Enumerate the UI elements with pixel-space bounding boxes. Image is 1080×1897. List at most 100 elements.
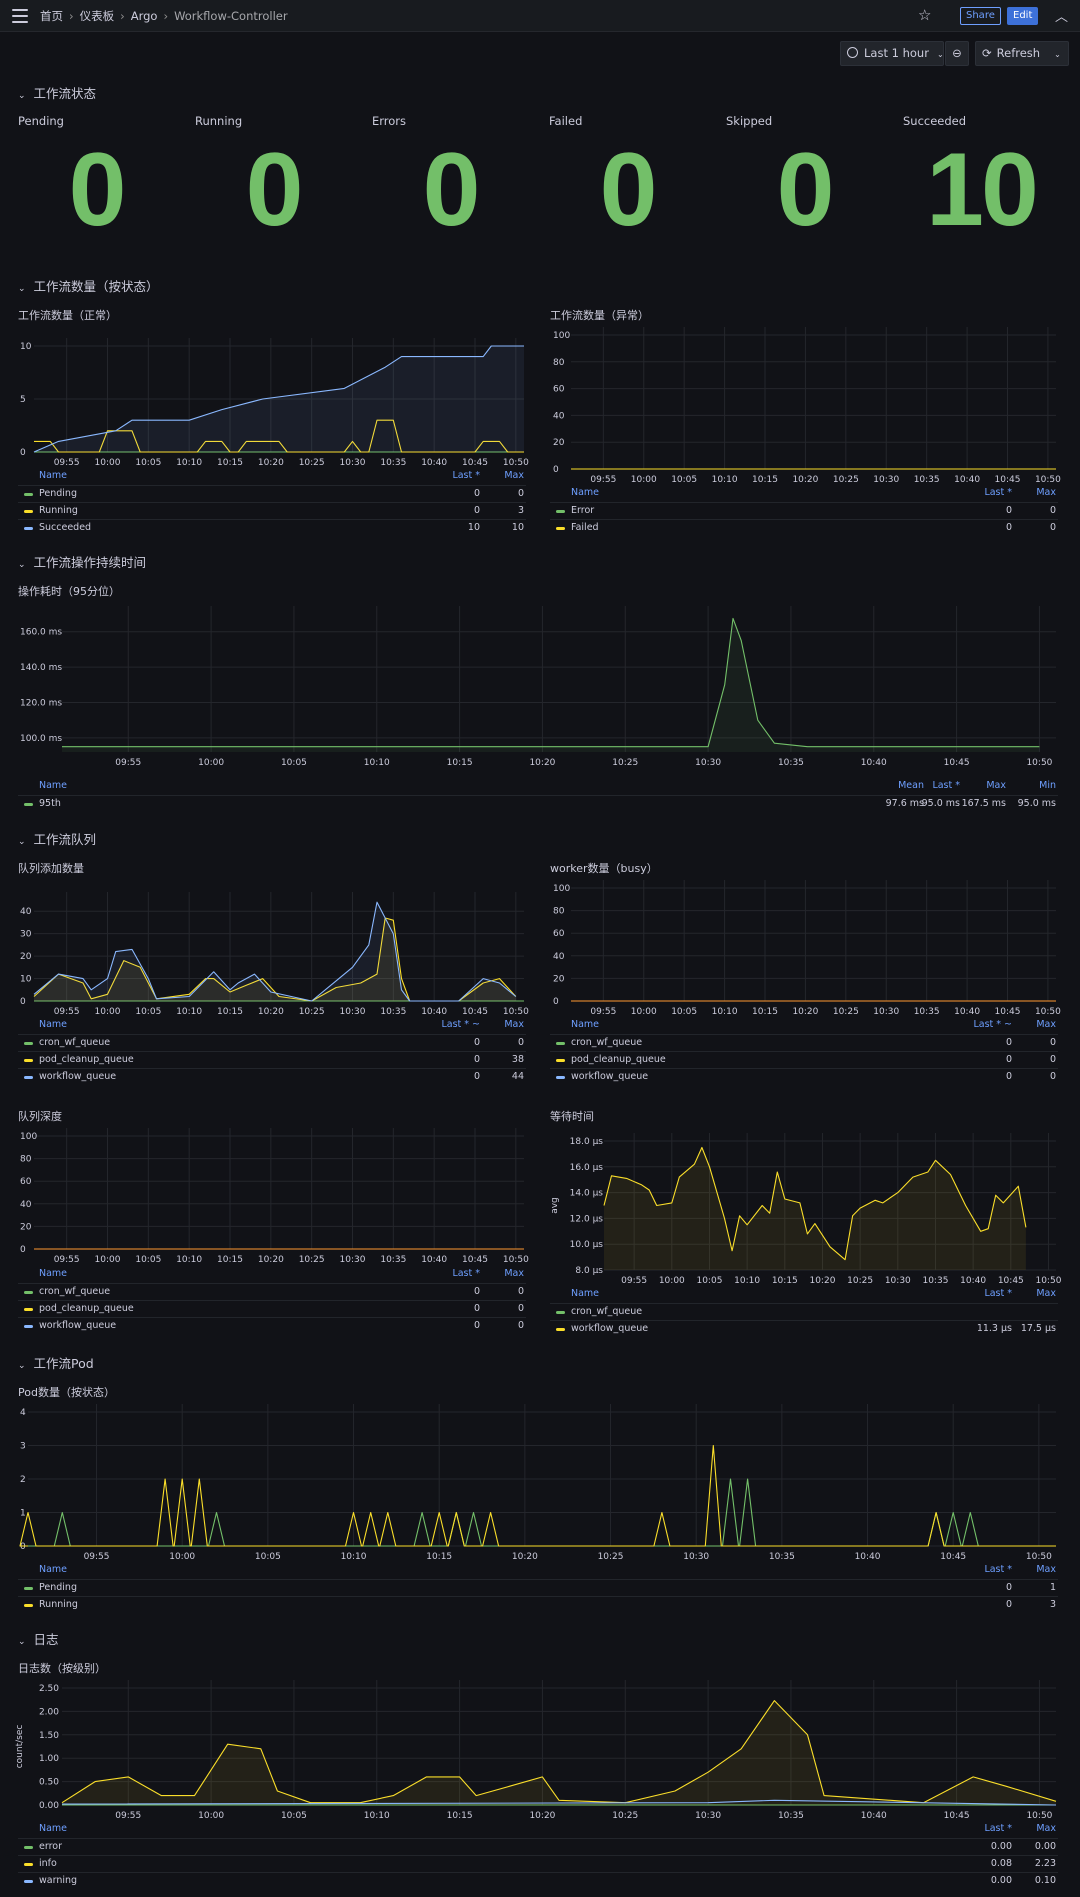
y-tick-label: 1.50 (39, 1731, 59, 1741)
row-logs[interactable]: ⌄ 日志 (18, 1629, 59, 1648)
legend-item[interactable]: error 0.00 0.00 (18, 1838, 1058, 1855)
legend-header[interactable]: Max (1036, 1564, 1056, 1575)
legend-item[interactable]: cron_wf_queue 0 0 (550, 1034, 1058, 1051)
legend-header[interactable]: Max (504, 470, 524, 481)
row-workflow-pod[interactable]: ⌄ 工作流Pod (18, 1353, 94, 1372)
legend-header[interactable]: Last * (984, 1288, 1012, 1299)
legend-name: Succeeded (39, 522, 92, 533)
legend-item[interactable]: Error 0 0 (550, 502, 1058, 519)
legend-max: 0.00 (1034, 1841, 1056, 1852)
legend-header[interactable]: Last * (984, 487, 1012, 498)
top-bar: 首页 › 仪表板 › Argo › Workflow-Controller ☆ Share … (0, 0, 1080, 32)
legend-item[interactable]: cron_wf_queue (550, 1303, 1058, 1320)
legend-item[interactable]: Running 0 3 (18, 502, 526, 519)
legend-header[interactable]: Name (571, 1288, 600, 1299)
legend-item[interactable]: info 0.08 2.23 (18, 1855, 1058, 1872)
breadcrumb-dashboards[interactable]: 仪表板 (79, 9, 115, 23)
series-line-Succeeded (33, 345, 524, 453)
legend-name: cron_wf_queue (571, 1037, 643, 1048)
legend-item[interactable]: pod_cleanup_queue 0 0 (550, 1051, 1058, 1068)
x-tick-label: 10:20 (529, 758, 555, 768)
legend-last: 95.0 ms (921, 798, 960, 809)
star-icon[interactable]: ☆ (918, 6, 932, 24)
legend-item[interactable]: warning 0.00 0.10 (18, 1872, 1058, 1889)
chart-pods: 0 1 2 3 4 09:55 10:00 10:05 10:10 10:15 10:20 10:25… (19, 1404, 1056, 1562)
chevron-down-icon: ⌄ (18, 837, 26, 847)
row-workflow-status[interactable]: ⌄ 工作流状态 (18, 83, 96, 102)
legend-header[interactable]: Last * (452, 470, 480, 481)
legend-max: 10 (511, 522, 524, 533)
legend-header[interactable]: Last * (984, 1564, 1012, 1575)
legend-item[interactable]: workflow_queue 0 44 (18, 1068, 526, 1085)
legend-header[interactable]: Last * ~ (441, 1019, 480, 1030)
legend-header[interactable]: Max (1036, 487, 1056, 498)
legend-header[interactable]: Name (39, 1268, 68, 1279)
row-workflow-queue[interactable]: ⌄ 工作流队列 (18, 829, 96, 848)
legend-item[interactable]: pod_cleanup_queue 0 38 (18, 1051, 526, 1068)
legend-item[interactable]: cron_wf_queue 0 0 (18, 1283, 526, 1300)
legend-item[interactable]: Pending 0 0 (18, 485, 526, 502)
legend-header[interactable]: Max (1036, 1288, 1056, 1299)
legend-header[interactable]: Max (986, 780, 1006, 791)
legend-header[interactable]: Max (504, 1268, 524, 1279)
y-tick-label: 4 (20, 1408, 26, 1418)
legend-name: Running (39, 505, 78, 516)
legend-header[interactable]: Min (1039, 780, 1056, 791)
y-tick-label: 0 (20, 448, 26, 458)
x-tick-label: 09:55 (115, 1811, 141, 1821)
legend-swatch (556, 1076, 565, 1079)
legend-swatch (24, 1308, 33, 1311)
legend-item[interactable]: Succeeded 10 10 (18, 519, 526, 536)
row-workflow-duration[interactable]: ⌄ 工作流操作持续时间 (18, 552, 146, 571)
legend-item[interactable]: workflow_queue 0 0 (18, 1317, 526, 1334)
time-range-picker[interactable]: Last 1 hour ⌄ (840, 41, 944, 66)
edit-button[interactable]: Edit (1007, 7, 1039, 25)
legend-last: 0.08 (990, 1858, 1012, 1869)
x-tick-label: 10:20 (258, 1255, 284, 1265)
y-tick-label: 12.0 µs (570, 1214, 604, 1224)
legend-header[interactable]: Last * (984, 1823, 1012, 1834)
x-tick-label: 10:15 (772, 1276, 798, 1286)
legend-item[interactable]: 95th 97.6 ms 95.0 ms 167.5 ms 95.0 ms (18, 795, 1058, 812)
legend-header[interactable]: Last * ~ (973, 1019, 1012, 1030)
legend-header[interactable]: Name (39, 1564, 68, 1575)
legend-header[interactable]: Name (571, 1019, 600, 1030)
legend-name: Pending (39, 488, 77, 499)
chevron-up-icon[interactable]: ︿ (1055, 10, 1069, 25)
legend-item[interactable]: workflow_queue 11.3 µs 17.5 µs (550, 1320, 1058, 1337)
legend-header[interactable]: Last * (932, 780, 960, 791)
x-tick-label: 10:05 (696, 1276, 722, 1286)
legend-header[interactable]: Name (39, 470, 68, 481)
legend-item[interactable]: cron_wf_queue 0 0 (18, 1034, 526, 1051)
x-tick-label: 10:05 (281, 1811, 307, 1821)
legend-header[interactable]: Max (1036, 1823, 1056, 1834)
legend-header[interactable]: Name (39, 1019, 68, 1030)
zoom-out-button[interactable]: ⊖ (945, 41, 969, 66)
legend-swatch (24, 1863, 33, 1866)
breadcrumb-folder[interactable]: Argo (130, 9, 158, 23)
breadcrumb-home[interactable]: 首页 (40, 9, 63, 23)
refresh-button[interactable]: ⟳ Refresh ⌄ (975, 41, 1069, 66)
legend-header[interactable]: Max (504, 1019, 524, 1030)
legend-item[interactable]: Failed 0 0 (550, 519, 1058, 536)
legend-header[interactable]: Mean (898, 780, 924, 791)
stat-label-failed: Failed (549, 114, 583, 128)
row-title: 工作流状态 (33, 86, 97, 101)
legend-swatch (24, 1059, 33, 1062)
legend-header[interactable]: Name (39, 780, 68, 791)
legend-header[interactable]: Name (39, 1823, 68, 1834)
row-workflow-count[interactable]: ⌄ 工作流数量（按状态） (18, 276, 159, 295)
legend-mean: 97.6 ms (885, 798, 924, 809)
legend-item[interactable]: Pending 0 1 (18, 1579, 1058, 1596)
legend-item[interactable]: workflow_queue 0 0 (550, 1068, 1058, 1085)
legend-item[interactable]: pod_cleanup_queue 0 0 (18, 1300, 526, 1317)
legend-header[interactable]: Last * (452, 1268, 480, 1279)
legend-swatch (556, 1311, 565, 1314)
stat-value-running: 0 (245, 132, 304, 248)
series-area-pod_cleanup_queue (34, 918, 516, 1001)
legend-item[interactable]: Running 0 3 (18, 1596, 1058, 1613)
legend-header[interactable]: Name (571, 487, 600, 498)
legend-header[interactable]: Max (1036, 1019, 1056, 1030)
share-button[interactable]: Share (960, 7, 1001, 25)
menu-icon[interactable] (12, 9, 28, 23)
